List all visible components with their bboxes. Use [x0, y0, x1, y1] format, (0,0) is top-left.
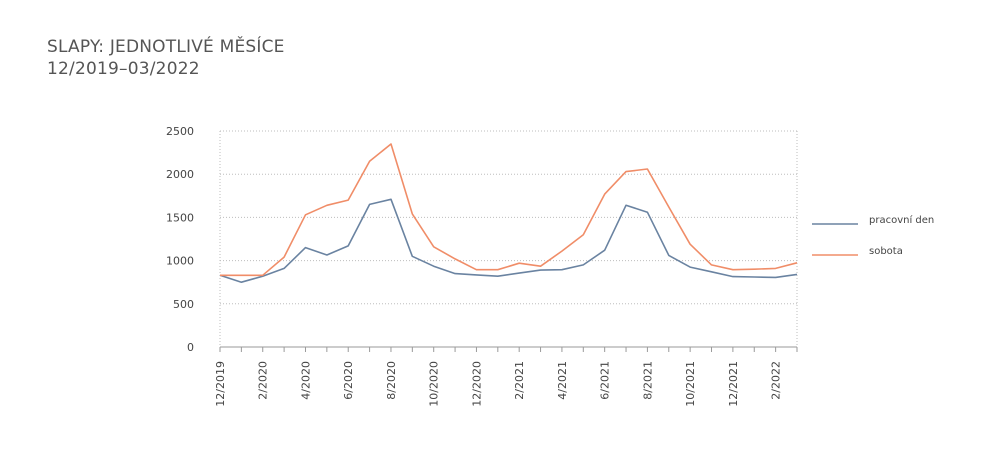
y-tick-label: 1000 — [166, 255, 194, 268]
y-tick-label: 2500 — [166, 125, 194, 138]
x-tick-label: 2/2021 — [513, 361, 526, 400]
x-tick-label: 8/2020 — [385, 361, 398, 400]
x-tick-label: 2/2020 — [257, 361, 270, 400]
chart-subtitle: 12/2019–03/2022 — [47, 59, 200, 79]
x-tick-label: 4/2020 — [299, 361, 312, 400]
series-lines — [219, 143, 798, 284]
grid — [220, 130, 798, 347]
y-axis: 0 500 1000 1500 2000 2500 — [166, 125, 221, 354]
x-tick-label: 10/2021 — [684, 361, 697, 407]
legend-label: sobota — [869, 246, 903, 257]
y-tick-label: 1500 — [166, 211, 194, 224]
x-tick-label: 4/2021 — [556, 361, 569, 400]
series-line-1 — [220, 143, 798, 277]
x-axis: 12/2019 2/2020 4/2020 6/2020 8/2020 10/2020 12… — [214, 346, 798, 407]
x-tick-label: 8/2021 — [641, 361, 654, 400]
x-tick-label: 2/2022 — [770, 361, 783, 400]
y-tick-label: 500 — [173, 298, 194, 311]
chart-title: SLAPY: JEDNOTLIVÉ MĚSÍCE — [47, 37, 285, 57]
title-block: SLAPY: JEDNOTLIVÉ MĚSÍCE 12/2019–03/2022 — [47, 36, 285, 80]
x-tick-label: 10/2020 — [428, 361, 441, 407]
x-tick-label: 12/2021 — [727, 361, 740, 407]
y-tick-label: 2000 — [166, 168, 194, 181]
x-tick-label: 12/2020 — [470, 361, 483, 407]
x-tick-label: 6/2021 — [599, 361, 612, 400]
legend: pracovní den sobota — [812, 214, 934, 257]
x-tick-label: 6/2020 — [342, 361, 355, 400]
x-tick-label: 12/2019 — [214, 361, 227, 407]
series-line-0 — [219, 198, 798, 284]
legend-label: pracovní den — [869, 214, 934, 226]
y-tick-label: 0 — [187, 341, 194, 354]
